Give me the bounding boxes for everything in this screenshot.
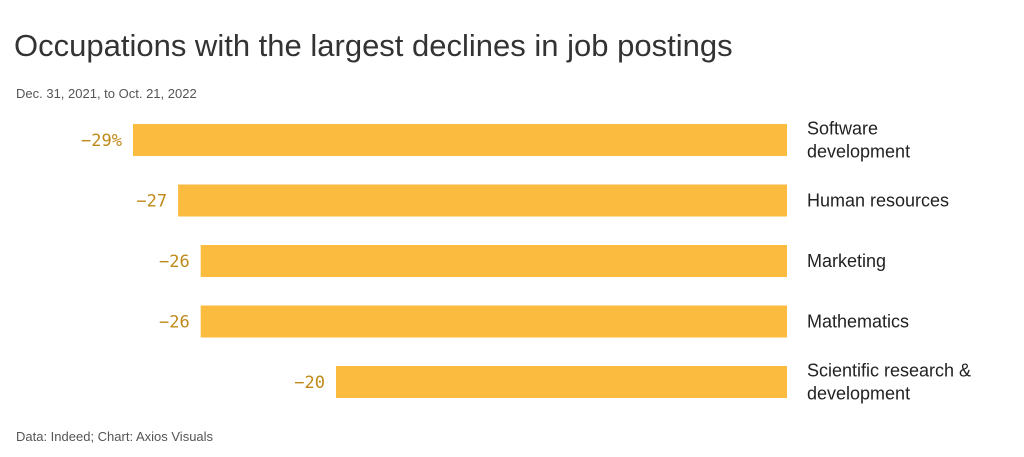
category-label: Marketing xyxy=(807,251,886,271)
category-label: Human resources xyxy=(807,191,949,211)
bar xyxy=(336,366,787,398)
category-label-line: Scientific research & xyxy=(807,361,971,381)
category-label-line: development xyxy=(807,142,910,162)
bar-value-label: −26 xyxy=(159,313,190,333)
bar-value-label: −27 xyxy=(136,192,167,212)
bar xyxy=(178,184,788,217)
category-label-line: Software xyxy=(807,119,878,139)
bar xyxy=(133,124,787,156)
category-label: Software development xyxy=(807,119,910,162)
bar-value-label: −26 xyxy=(159,252,190,272)
category-label-line: Marketing xyxy=(807,251,886,271)
bars-layer xyxy=(133,124,788,398)
category-label: Mathematics xyxy=(807,312,909,332)
category-label-line: Mathematics xyxy=(807,312,909,332)
value-labels-layer: −29% −27 −26 −26 −20 xyxy=(81,131,325,393)
category-label: Scientific research & development xyxy=(807,361,971,404)
category-label-line: development xyxy=(807,384,910,404)
bar xyxy=(200,245,787,277)
chart-title: Occupations with the largest declines in… xyxy=(14,28,733,63)
chart-subtitle: Dec. 31, 2021, to Oct. 21, 2022 xyxy=(16,86,197,101)
category-label-line: Human resources xyxy=(807,191,949,211)
category-labels-layer: Software development Human resources Market… xyxy=(807,119,971,404)
bar xyxy=(200,305,787,338)
bar-value-label: −20 xyxy=(294,373,325,393)
chart-source: Data: Indeed; Chart: Axios Visuals xyxy=(16,429,214,444)
bar-value-label: −29% xyxy=(81,131,122,151)
